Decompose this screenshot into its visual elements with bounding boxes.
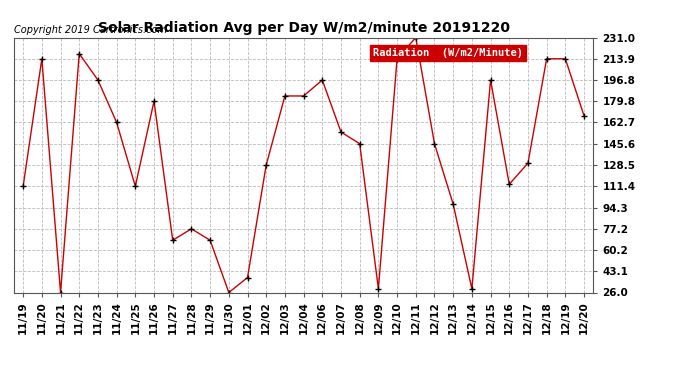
Title: Solar Radiation Avg per Day W/m2/minute 20191220: Solar Radiation Avg per Day W/m2/minute … [97,21,510,35]
Text: Radiation  (W/m2/Minute): Radiation (W/m2/Minute) [373,48,523,58]
Text: Copyright 2019 Cartronics.com: Copyright 2019 Cartronics.com [14,25,167,35]
